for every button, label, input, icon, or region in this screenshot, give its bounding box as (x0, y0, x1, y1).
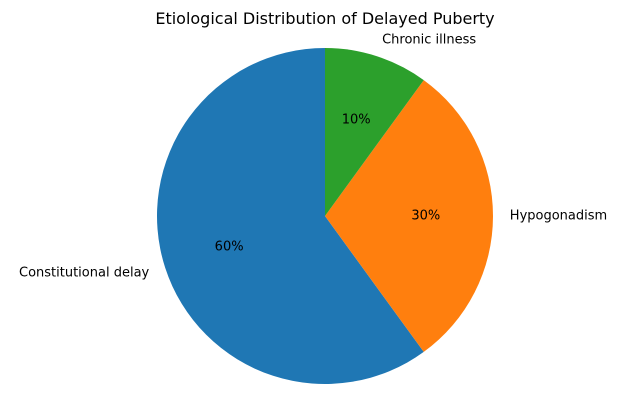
pie-labels: 60% Constitutional delay 30% Hypogonadism 10… (19, 33, 607, 281)
pie-slice-chronic-illness (325, 48, 424, 216)
slice-category-label: Chronic illness (382, 33, 476, 48)
slice-category-label: Constitutional delay (19, 266, 150, 281)
pie-slices (157, 48, 494, 385)
slice-percent-label: 10% (342, 113, 371, 128)
pie-slice-hypogonadism (325, 80, 494, 352)
slice-category-label: Hypogonadism (510, 209, 607, 224)
chart-title: Etiological Distribution of Delayed Pube… (155, 9, 494, 28)
pie-slice-constitutional-delay (157, 48, 424, 385)
slice-percent-label: 30% (411, 209, 440, 224)
slice-percent-label: 60% (215, 240, 244, 255)
